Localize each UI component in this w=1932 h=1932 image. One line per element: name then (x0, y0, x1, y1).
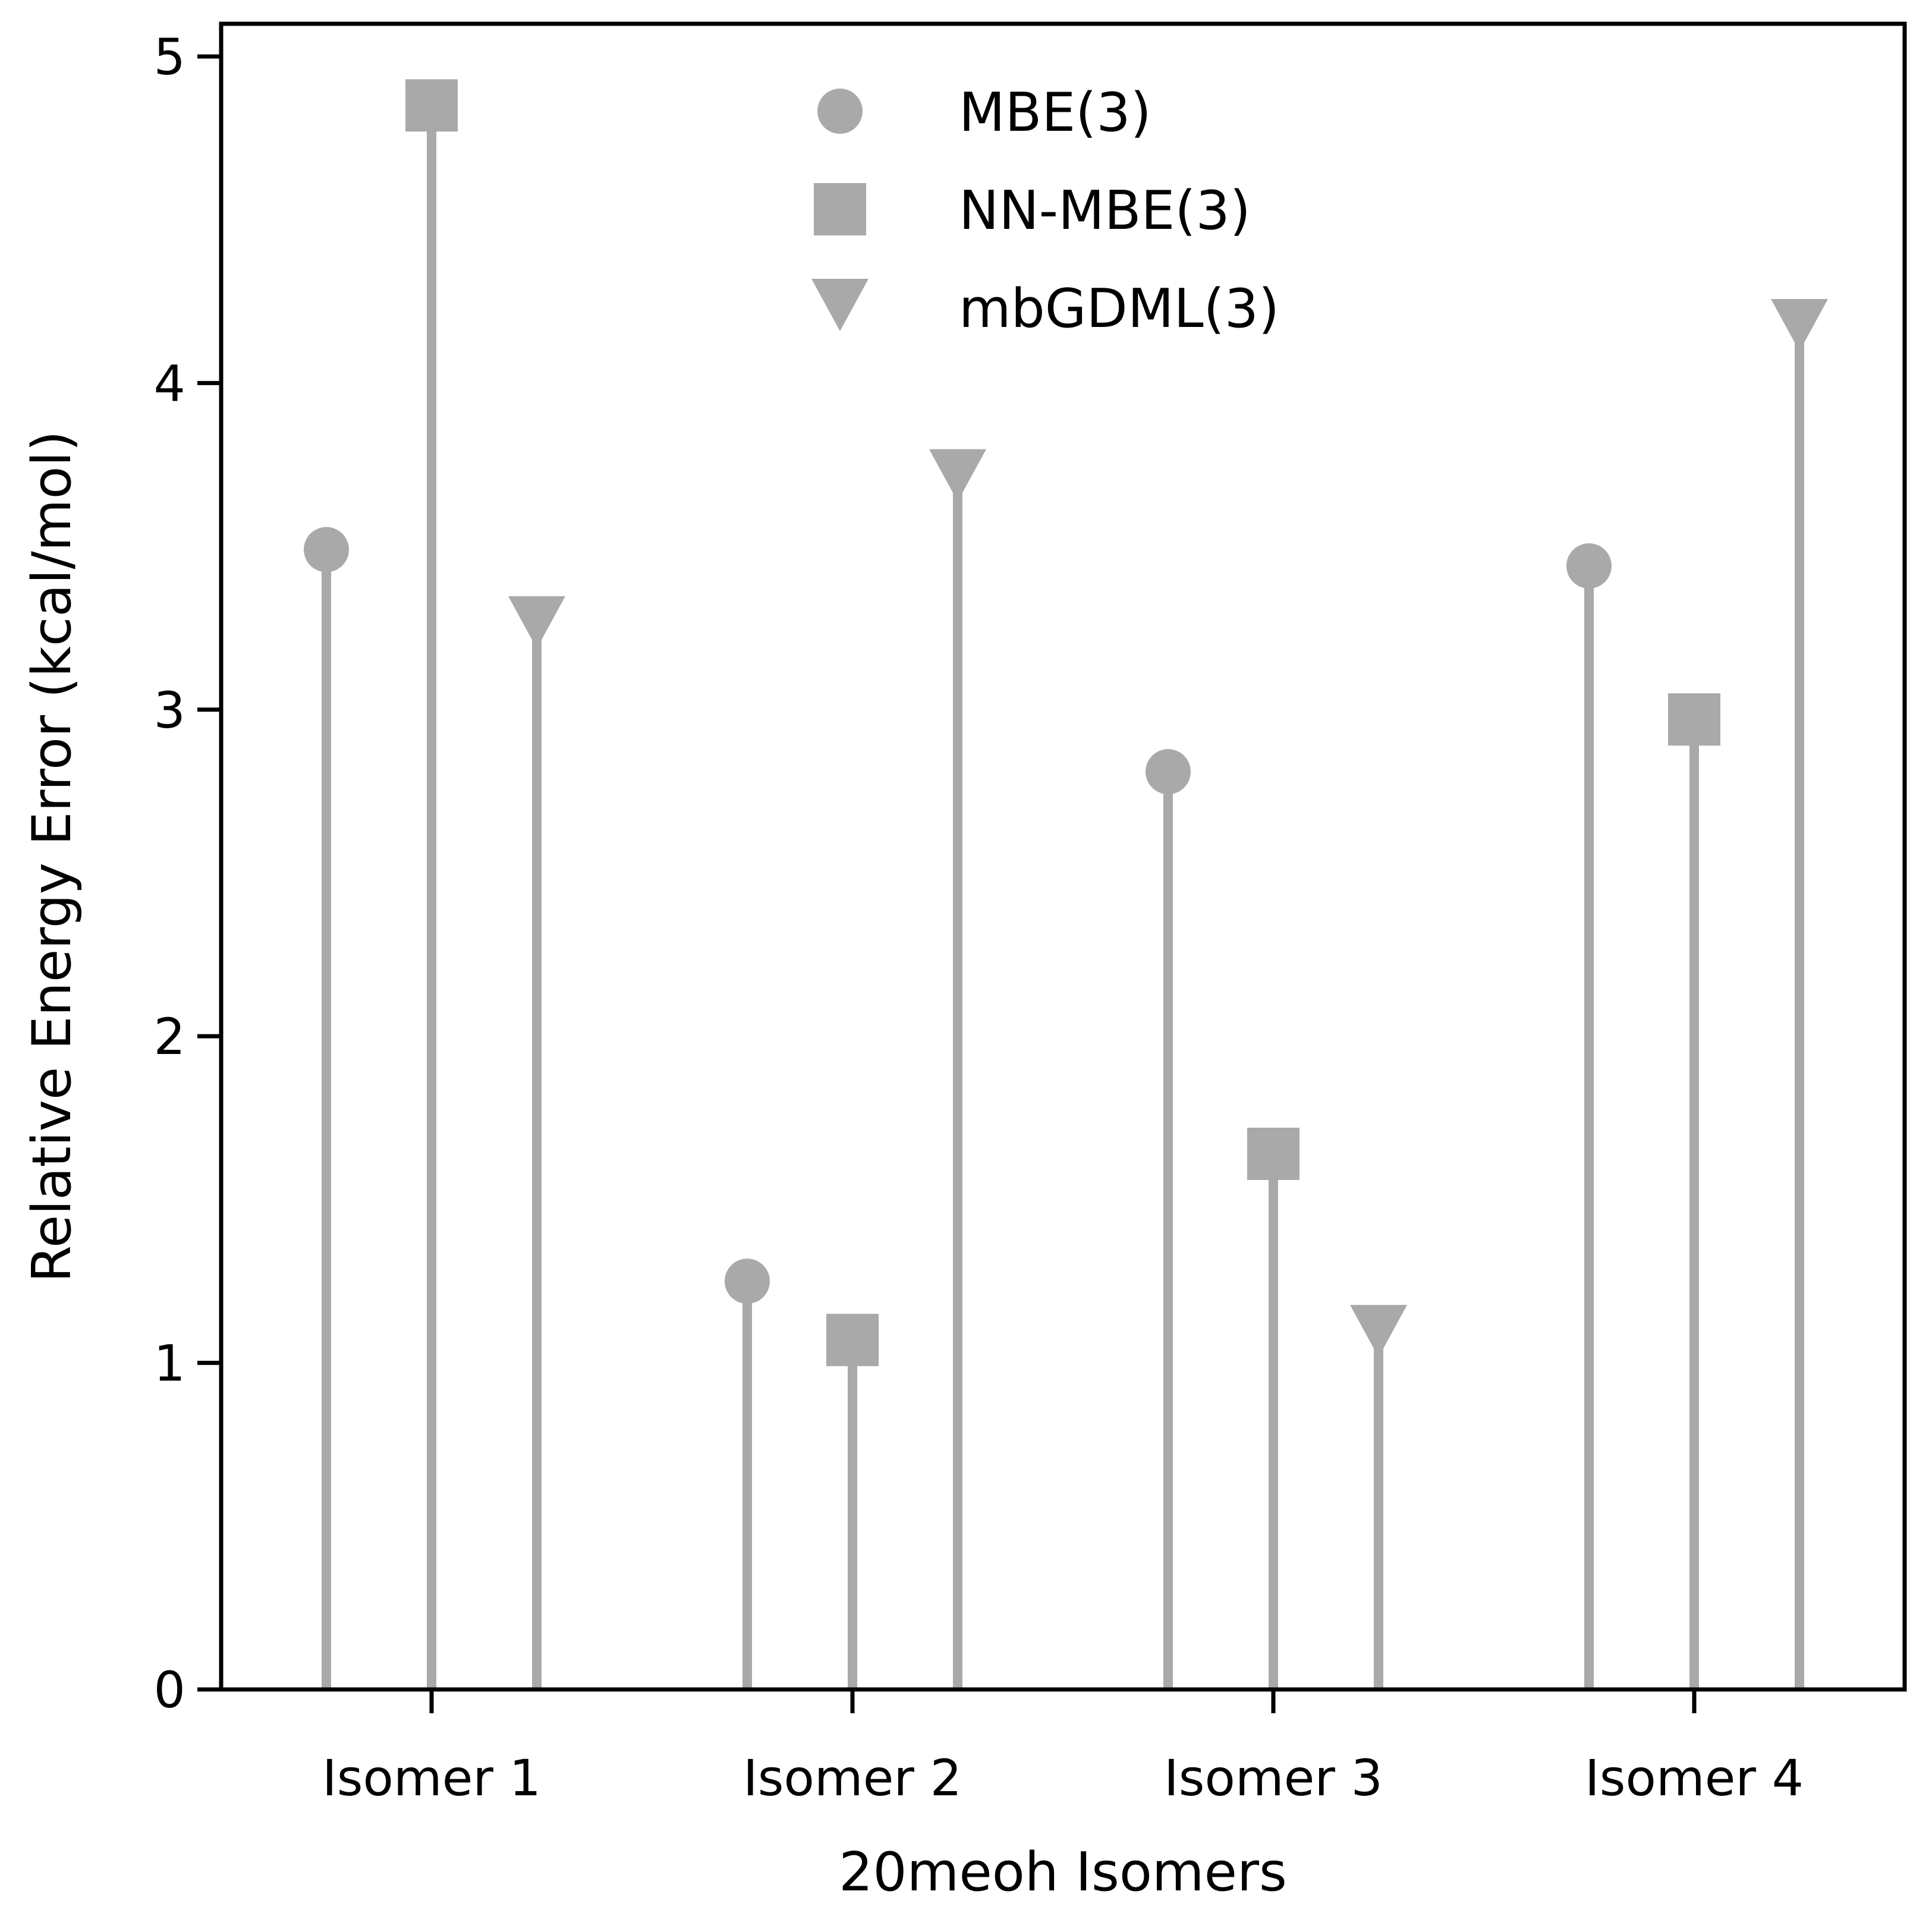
marker-mbe-3 (304, 527, 349, 572)
marker-mbgdml-3 (1350, 1305, 1407, 1358)
marker-mbgdml-3 (929, 449, 986, 502)
x-tick-label: Isomer 4 (1585, 1749, 1804, 1807)
marker-mbgdml-3 (1771, 298, 1828, 351)
legend-label-mbe-3: MBE(3) (959, 81, 1151, 144)
x-tick-label: Isomer 3 (1164, 1749, 1383, 1807)
legend-marker-mbe-3 (817, 89, 863, 134)
marker-nn-mbe-3 (826, 1314, 879, 1367)
marker-nn-mbe-3 (1247, 1127, 1299, 1180)
legend-marker-mbgdml-3 (811, 279, 869, 331)
marker-nn-mbe-3 (1668, 693, 1720, 746)
y-tick-label: 5 (154, 28, 185, 86)
x-axis: Isomer 1 Isomer 2 Isomer 3 Isomer 4 (322, 1689, 1804, 1807)
legend: MBE(3) NN-MBE(3) mbGDML(3) (811, 81, 1279, 340)
legend-label-mbgdml-3: mbGDML(3) (959, 278, 1279, 340)
x-tick-label: Isomer 1 (322, 1749, 541, 1807)
legend-label-nn-mbe-3: NN-MBE(3) (959, 180, 1251, 242)
legend-marker-nn-mbe-3 (814, 183, 866, 235)
x-tick-label: Isomer 2 (743, 1749, 962, 1807)
marker-nn-mbe-3 (405, 79, 458, 132)
markers-layer (304, 79, 1828, 1367)
plot-frame (219, 21, 1907, 1692)
y-tick-label: 2 (154, 1008, 185, 1066)
y-axis-title: Relative Energy Error (kcal/mol) (21, 430, 83, 1282)
y-tick-label: 3 (154, 681, 185, 740)
x-axis-title: 20meoh Isomers (839, 1841, 1287, 1903)
y-tick-label: 1 (154, 1335, 185, 1393)
y-tick-label: 0 (154, 1661, 185, 1719)
y-axis: 0 1 2 3 4 5 (154, 28, 221, 1719)
stems-layer (322, 105, 1804, 1689)
marker-mbe-3 (1566, 543, 1612, 589)
y-tick-label: 4 (154, 354, 185, 413)
marker-mbe-3 (725, 1258, 770, 1304)
marker-mbe-3 (1146, 749, 1191, 795)
marker-mbgdml-3 (508, 596, 565, 649)
